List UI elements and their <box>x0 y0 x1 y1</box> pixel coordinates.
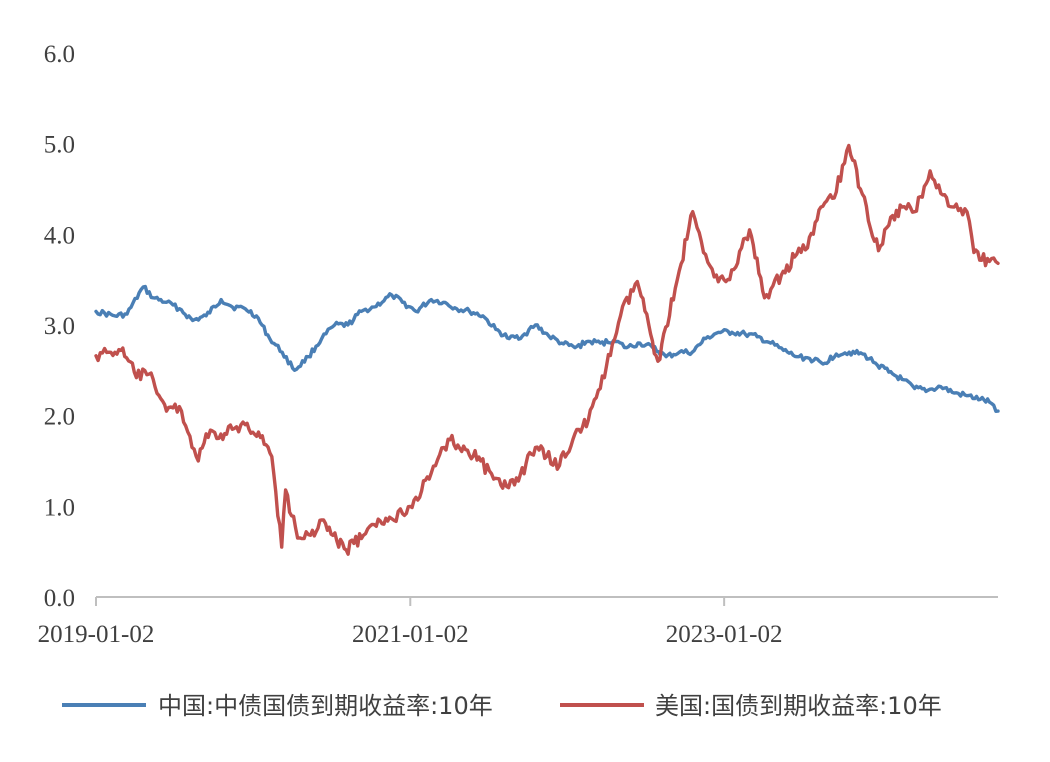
series-line-us <box>94 143 1000 556</box>
x-tick-label: 2019-01-02 <box>38 621 155 648</box>
y-tick-label: 0.0 <box>44 585 75 612</box>
legend-label: 中国:中债国债到期收益率:10年 <box>158 692 493 720</box>
y-tick-label: 4.0 <box>44 222 75 249</box>
y-tick-label: 2.0 <box>44 404 75 431</box>
series-line-china <box>94 284 1000 413</box>
x-tick-label: 2023-01-02 <box>666 621 783 648</box>
x-tick-label: 2021-01-02 <box>352 621 469 648</box>
y-tick-label: 5.0 <box>44 132 75 159</box>
legend-label: 美国:国债到期收益率:10年 <box>655 692 942 720</box>
y-tick-label: 1.0 <box>44 494 75 521</box>
y-tick-label: 3.0 <box>44 313 75 340</box>
y-tick-label: 6.0 <box>44 41 75 68</box>
